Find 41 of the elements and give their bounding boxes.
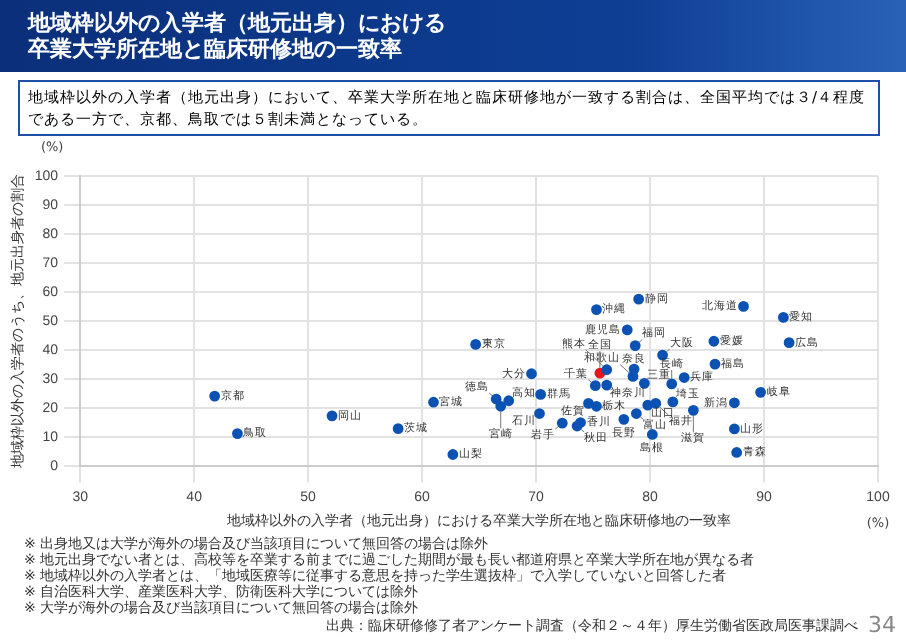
point — [526, 368, 537, 380]
point — [709, 358, 721, 370]
point — [629, 340, 641, 351]
point — [583, 397, 594, 409]
point — [755, 386, 766, 398]
point — [783, 337, 795, 349]
point — [628, 363, 640, 375]
point — [490, 393, 502, 405]
point — [728, 423, 740, 435]
point — [618, 413, 630, 425]
point — [591, 400, 602, 412]
point — [621, 324, 633, 336]
point — [447, 449, 459, 460]
point — [630, 408, 642, 419]
point — [209, 390, 221, 402]
point — [728, 397, 740, 409]
point — [428, 396, 439, 408]
point — [731, 447, 743, 458]
point — [601, 379, 613, 391]
point — [589, 380, 601, 392]
point — [534, 408, 545, 419]
point — [601, 364, 613, 376]
text: 34 — [868, 612, 896, 638]
point — [591, 304, 602, 315]
point — [392, 423, 404, 435]
chart-title: 地域枠以外の入学者（地元出身）における卒業大学所在地と臨床研修地の一致率 — [28, 10, 448, 62]
point — [470, 339, 482, 350]
point — [232, 428, 243, 439]
point — [667, 396, 679, 408]
point — [778, 312, 789, 323]
point — [738, 300, 749, 312]
point — [503, 395, 515, 407]
point — [633, 293, 645, 305]
point — [708, 335, 720, 347]
point — [666, 378, 678, 390]
point — [556, 417, 568, 429]
point — [678, 372, 690, 383]
point — [646, 429, 658, 440]
point — [535, 388, 547, 400]
point — [326, 410, 338, 422]
point — [687, 404, 699, 416]
